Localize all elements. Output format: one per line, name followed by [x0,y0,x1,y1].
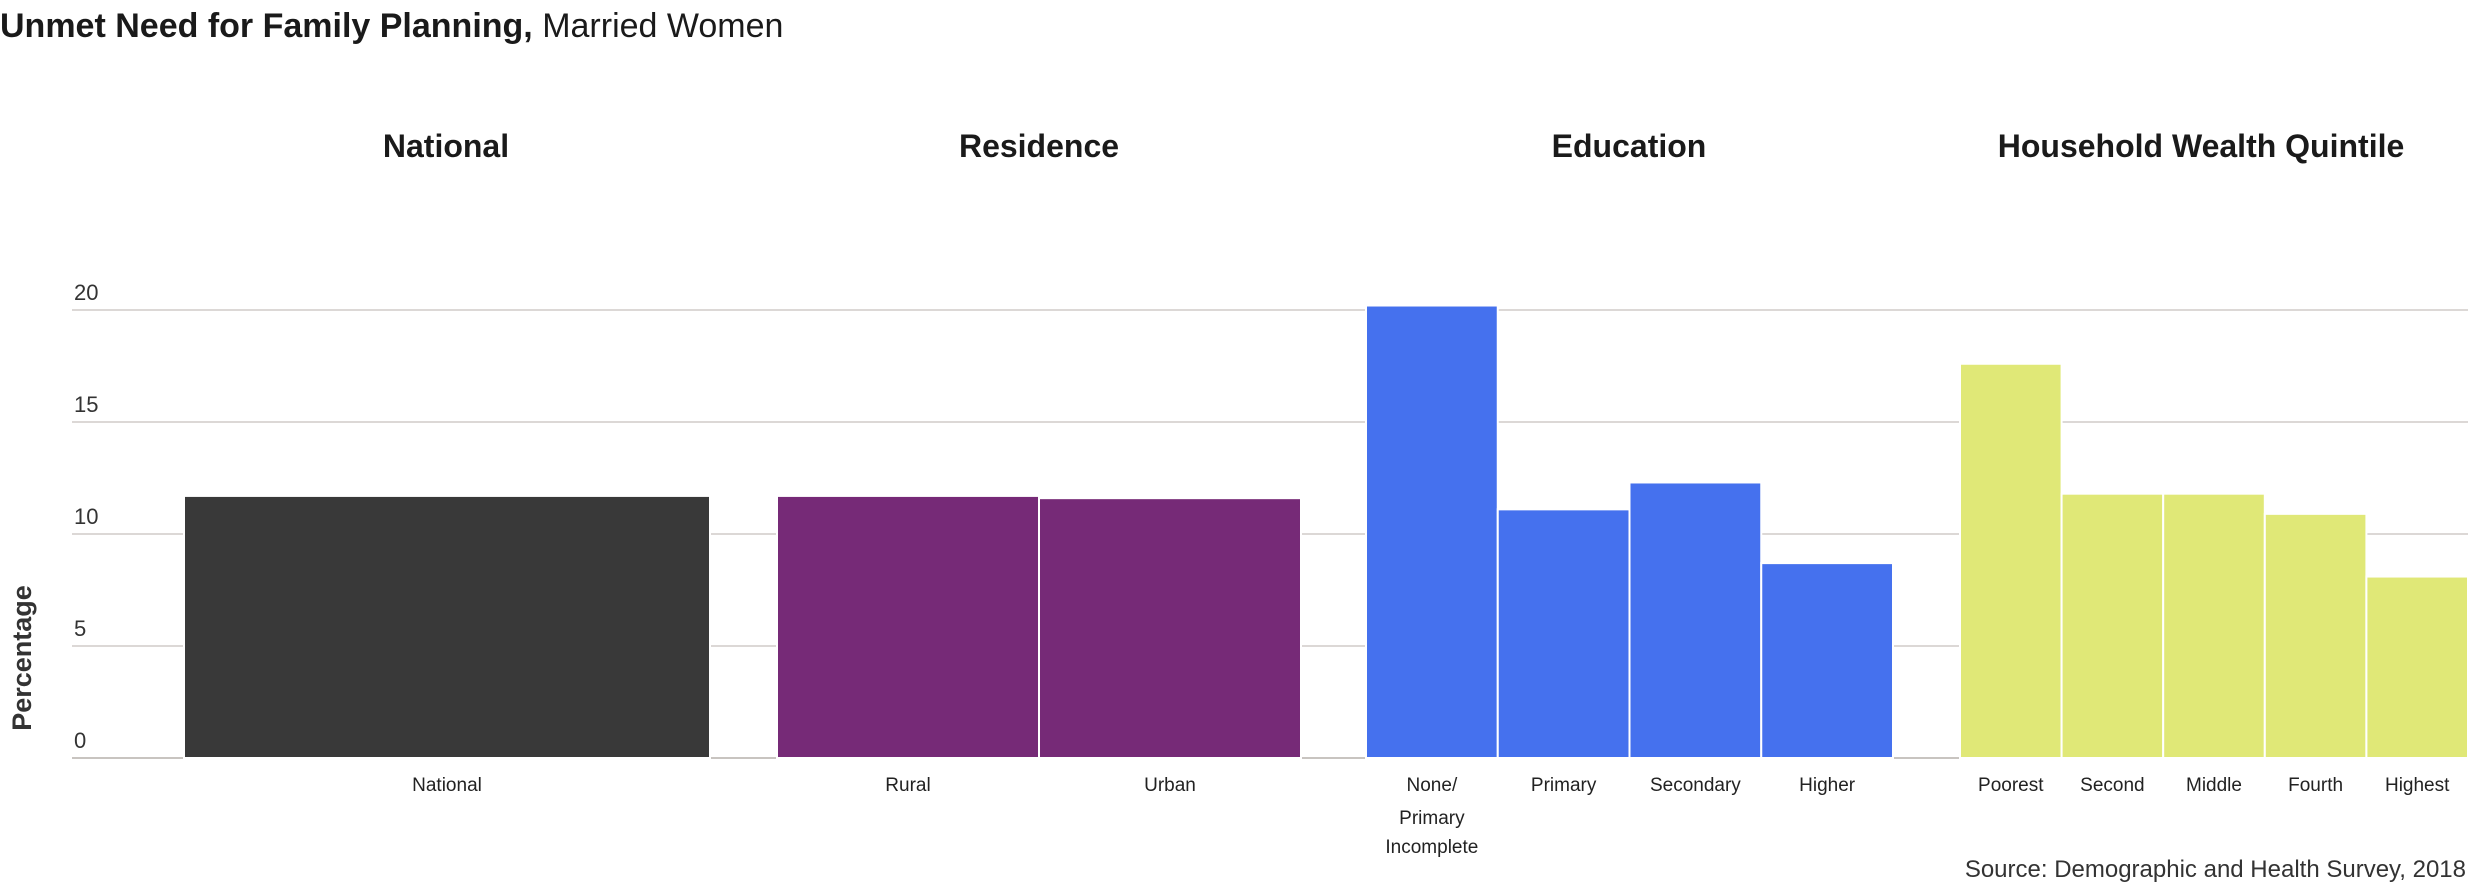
x-category-label: Secondary [1650,775,1741,796]
source-note: Source: Demographic and Health Survey, 2… [1965,856,2466,883]
bar-layer [183,304,2468,760]
x-category-label: Primary [1531,775,1597,796]
chart-title-bold: Unmet Need for Family Planning, [0,7,533,45]
group-title: National [383,128,509,164]
y-tick-label: 10 [74,504,98,529]
x-category-label: Highest [2385,775,2450,796]
bar [2263,512,2368,760]
y-tick-label: 20 [74,280,98,305]
bar [2162,492,2266,759]
bar [1959,362,2063,759]
chart-title: Unmet Need for Family Planning, Married … [0,7,783,45]
bar [1365,304,1499,759]
chart-title-normal: Married Women [533,7,784,45]
bar [2060,492,2165,759]
x-category-label: Poorest [1978,775,2044,796]
x-category-label: Urban [1144,775,1196,796]
group-title: Education [1552,128,1707,164]
x-category-label: National [412,775,482,796]
x-category-label: Higher [1799,775,1856,796]
x-category-label: Rural [885,775,930,796]
y-tick-label: 5 [74,616,86,641]
group-title: Residence [959,128,1119,164]
bar [1628,481,1763,759]
x-category-label: Fourth [2288,775,2343,796]
bar [776,494,1040,759]
bar [1760,562,1894,759]
x-category-label: Middle [2186,775,2242,796]
bar [1038,497,1302,759]
y-tick-label: 15 [74,392,98,417]
group-title: Household Wealth Quintile [1998,128,2405,164]
x-category-label: Second [2080,775,2144,796]
bar [2365,575,2468,759]
bar [1496,508,1631,759]
bar [183,494,711,759]
label-layer: 0 5 10 15 20 National National Residence Rural Ur… [74,128,2450,858]
y-axis-label: Percentage [7,585,37,731]
y-tick-label: 0 [74,728,86,753]
x-category-label: None/Primary Incomplete [1385,775,1478,858]
